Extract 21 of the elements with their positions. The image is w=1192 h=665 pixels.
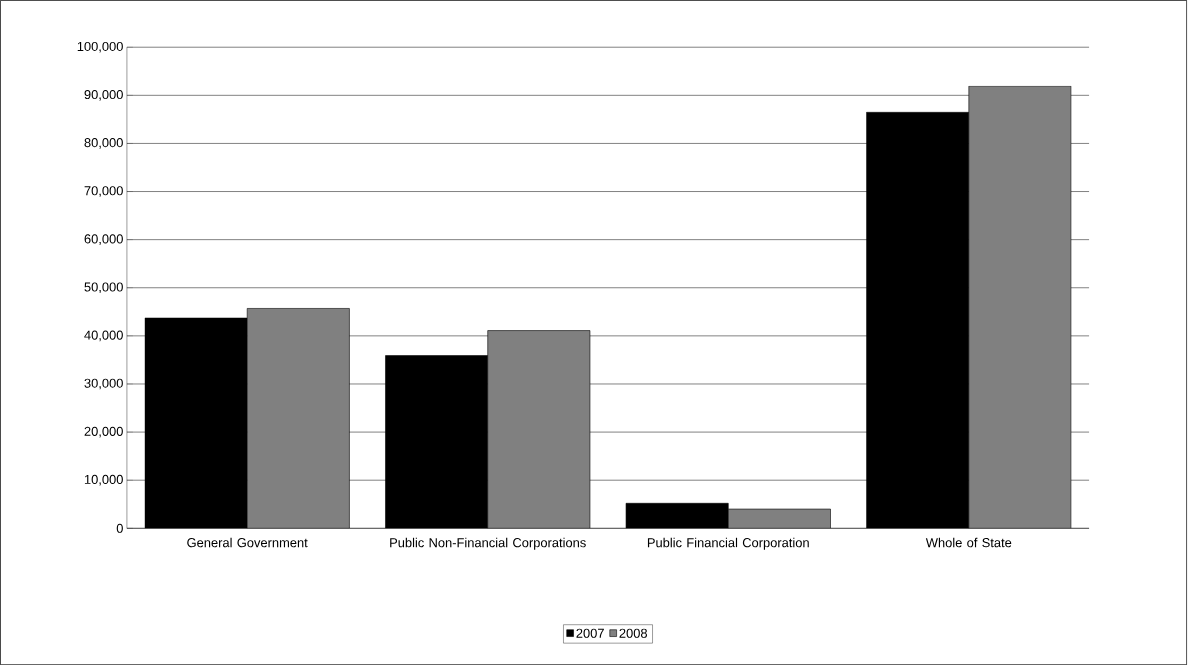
bar	[968, 85, 1072, 529]
x-tick-label: Public Non-Financial Corporations	[390, 537, 586, 550]
legend-label: 2008	[619, 628, 648, 638]
x-tick-label: Public Financial Corporation	[647, 537, 809, 550]
y-tick-label: 100,000	[77, 41, 123, 53]
y-tick-label: 20,000	[84, 426, 123, 438]
bar	[727, 508, 831, 529]
x-tick-label: Whole of State	[925, 537, 1012, 548]
y-tick-label: 60,000	[84, 234, 123, 245]
y-tick-label: 10,000	[84, 474, 123, 486]
legend-label: 2007	[576, 628, 604, 638]
y-tick-label: 40,000	[84, 330, 123, 342]
y-tick-label: 80,000	[84, 138, 123, 149]
y-tick-label: 70,000	[84, 186, 123, 197]
y-tick-label: 30,000	[84, 378, 123, 390]
y-tick-label: 50,000	[84, 282, 123, 294]
y-tick-label: 90,000	[84, 89, 123, 101]
bar	[487, 330, 591, 529]
y-tick-label: 0	[116, 523, 123, 533]
bar	[246, 308, 350, 529]
x-tick-label: General Government	[187, 537, 308, 548]
